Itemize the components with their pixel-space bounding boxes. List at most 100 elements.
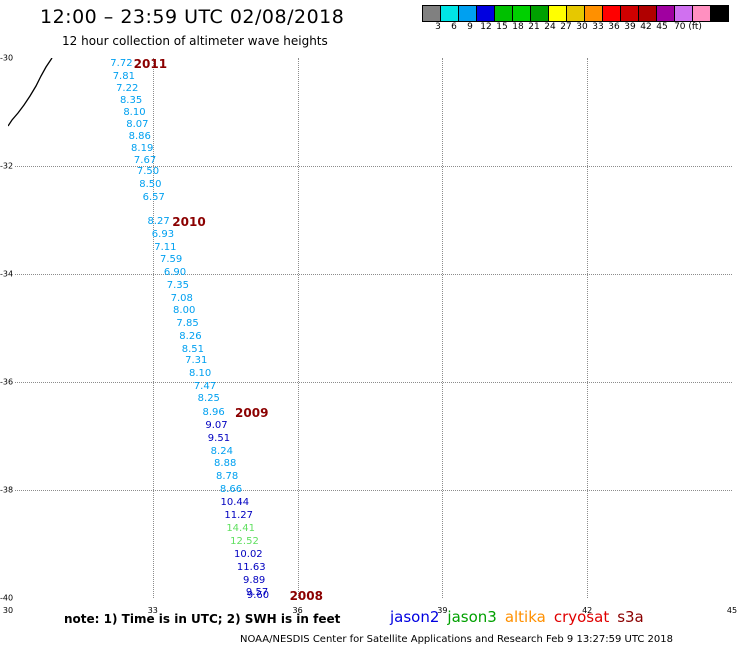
scale-label: 15 — [496, 22, 508, 32]
scale-swatch — [476, 5, 495, 22]
wave-height-label: 8.00 — [173, 304, 196, 316]
scale-label: 3 — [435, 22, 441, 32]
x-tick-label: 30 — [2, 606, 14, 615]
scale-swatch — [692, 5, 711, 22]
scale-label: 30 — [576, 22, 588, 32]
units-note: note: 1) Time is in UTC; 2) SWH is in fe… — [64, 612, 341, 626]
wave-height-label: 6.57 — [142, 192, 165, 204]
wave-height-label: 7.85 — [176, 317, 199, 329]
scale-swatch — [548, 5, 567, 22]
wave-height-label: 8.88 — [214, 458, 237, 470]
x-tick-label: 39 — [437, 606, 448, 615]
scale-swatch — [674, 5, 693, 22]
wave-height-label: 7.72 — [110, 58, 133, 70]
year-label: 2008 — [289, 589, 323, 604]
wave-height-label: 8.51 — [181, 343, 204, 355]
wave-height-label: 8.10 — [123, 107, 146, 119]
wave-height-label: 8.78 — [215, 471, 239, 483]
wave-height-label: 12.52 — [230, 535, 259, 547]
grid-line-vertical — [152, 58, 154, 598]
wave-height-label: 8.86 — [128, 130, 151, 142]
wave-height-label: 9.51 — [207, 433, 231, 445]
scale-swatch — [566, 5, 585, 22]
wave-height-label: 8.24 — [210, 446, 233, 458]
wave-height-label: 7.67 — [133, 154, 157, 166]
page-title: 12:00 – 23:59 UTC 02/08/2018 — [40, 6, 345, 28]
wave-height-label: 8.96 — [202, 407, 225, 419]
satellite-legend-item: altika — [504, 608, 546, 626]
wave-height-label: 7.11 — [154, 242, 177, 254]
scale-swatch — [656, 5, 675, 22]
wave-height-label: 9.57 — [245, 586, 269, 598]
grid-line-horizontal — [8, 490, 732, 491]
scale-swatch — [710, 5, 729, 22]
scale-label: 36 — [608, 22, 620, 32]
scale-label: 70 (ft) — [674, 22, 702, 32]
grid-line-vertical — [442, 58, 444, 598]
wave-height-label: 9.60 — [246, 590, 270, 602]
year-label: 2009 — [235, 406, 269, 421]
wave-height-label: 8.50 — [139, 179, 162, 191]
scale-swatch — [530, 5, 549, 22]
scale-swatch — [638, 5, 657, 22]
x-tick-label: 42 — [582, 606, 593, 615]
year-label: 2011 — [133, 57, 168, 72]
wave-height-label: 7.59 — [160, 253, 183, 265]
scale-label: 33 — [592, 22, 604, 32]
grid-line-vertical — [587, 58, 589, 598]
scale-swatch — [620, 5, 639, 22]
page-subtitle: 12 hour collection of altimeter wave hei… — [62, 34, 328, 48]
wave-height-label: 7.22 — [116, 83, 139, 95]
y-tick-label: -30 — [0, 53, 16, 63]
satellite-legend-item: s3a — [617, 608, 644, 626]
wave-height-label: 7.31 — [185, 355, 208, 367]
satellite-legend-item: jason3 — [447, 608, 497, 626]
wave-height-label: 8.19 — [131, 142, 154, 154]
wave-height-label: 14.41 — [226, 522, 255, 534]
scale-label: 39 — [624, 22, 636, 32]
scale-label: 27 — [560, 22, 572, 32]
scale-label: 24 — [544, 22, 556, 32]
wave-height-label: 6.90 — [163, 266, 187, 278]
scale-label: 9 — [467, 22, 473, 32]
satellite-legend-item: cryosat — [553, 608, 610, 626]
scale-label: 42 — [640, 22, 652, 32]
x-tick-label: 36 — [292, 606, 303, 615]
scale-swatch — [512, 5, 531, 22]
wave-height-label: 7.50 — [136, 166, 160, 178]
scale-label: 6 — [451, 22, 457, 32]
satellite-legend-item: jason2 — [390, 608, 440, 626]
y-tick-label: -36 — [0, 377, 16, 387]
wave-height-label: 11.63 — [236, 561, 266, 573]
y-tick-label: -40 — [0, 593, 16, 603]
grid-line-horizontal — [8, 274, 732, 275]
grid-line-vertical — [297, 58, 299, 598]
scale-label: 21 — [528, 22, 540, 32]
wave-height-label: 10.44 — [220, 496, 250, 508]
wave-height-label: 8.10 — [188, 368, 212, 380]
footer-credit: NOAA/NESDIS Center for Satellite Applica… — [240, 634, 673, 645]
wave-height-label: 8.07 — [126, 118, 149, 130]
x-tick-label: 33 — [147, 606, 158, 615]
color-scale — [422, 5, 729, 22]
scale-label: 18 — [512, 22, 524, 32]
scale-label: 12 — [480, 22, 492, 32]
wave-height-label: 7.81 — [112, 71, 135, 83]
wave-height-label: 7.35 — [166, 279, 190, 291]
wave-height-label: 8.26 — [179, 330, 202, 342]
grid-line-horizontal — [8, 166, 732, 167]
wave-height-label: 8.35 — [119, 95, 143, 107]
y-tick-label: -38 — [0, 485, 16, 495]
scale-swatch — [584, 5, 603, 22]
scale-swatch — [422, 5, 441, 22]
x-tick-label: 45 — [726, 606, 738, 615]
wave-height-label: 10.02 — [234, 548, 263, 560]
wave-height-label: 9.07 — [205, 420, 228, 432]
coastline — [8, 58, 53, 127]
y-tick-label: -34 — [0, 269, 16, 279]
wave-height-label: 8.27 — [147, 216, 170, 228]
wave-height-label: 6.93 — [151, 229, 175, 241]
y-tick-label: -32 — [0, 161, 16, 171]
wave-height-label: 11.27 — [224, 509, 254, 521]
wave-height-label: 8.66 — [219, 484, 243, 495]
